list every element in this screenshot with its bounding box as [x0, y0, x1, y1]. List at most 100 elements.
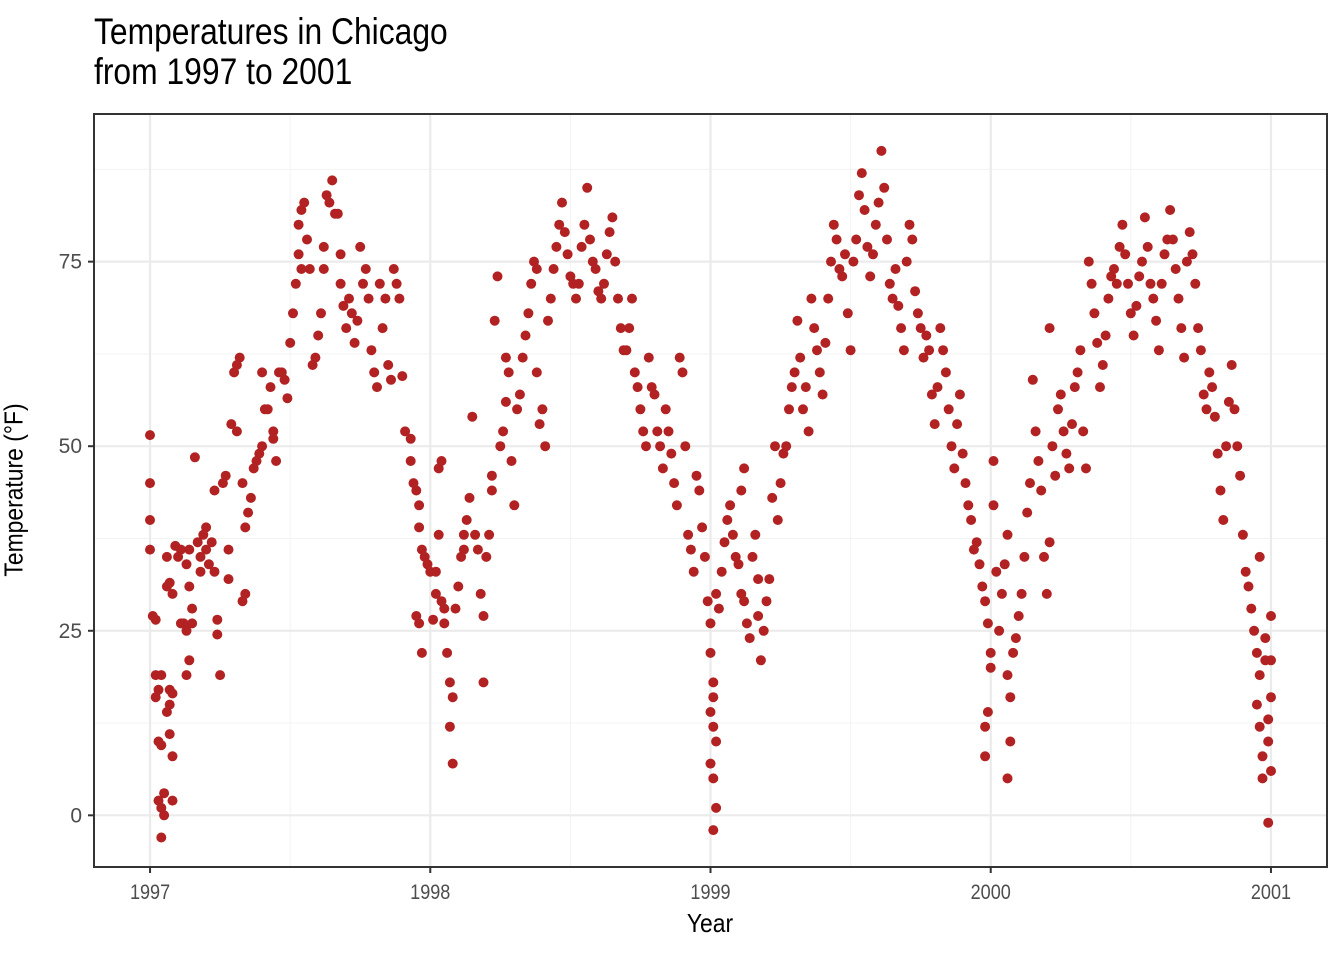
- data-point: [492, 271, 503, 282]
- data-point: [1125, 308, 1136, 319]
- data-point: [711, 802, 722, 813]
- data-point: [795, 352, 806, 363]
- data-point: [924, 345, 935, 356]
- data-points: [145, 145, 1276, 843]
- x-tick-label: 2001: [1251, 881, 1291, 905]
- data-point: [946, 441, 957, 452]
- data-point: [685, 544, 696, 555]
- data-point: [512, 404, 523, 415]
- data-point: [453, 581, 464, 592]
- data-point: [184, 655, 195, 666]
- data-point: [391, 278, 402, 289]
- data-point: [245, 492, 256, 503]
- data-point: [1235, 470, 1246, 481]
- data-point: [1215, 485, 1226, 496]
- data-point: [349, 337, 360, 348]
- data-point: [237, 478, 248, 489]
- data-point: [938, 345, 949, 356]
- data-point: [335, 278, 346, 289]
- data-point: [870, 219, 881, 230]
- data-point: [1002, 670, 1013, 681]
- data-point: [352, 315, 363, 326]
- data-point: [1086, 278, 1097, 289]
- data-point: [615, 323, 626, 334]
- data-point: [652, 426, 663, 437]
- data-point: [663, 426, 674, 437]
- data-point: [571, 293, 581, 304]
- data-point: [192, 537, 203, 548]
- data-point: [559, 227, 570, 238]
- data-point: [209, 566, 220, 577]
- y-tick-label: 0: [70, 804, 82, 827]
- data-point: [1232, 441, 1243, 452]
- data-point: [366, 345, 377, 356]
- data-point: [1044, 323, 1055, 334]
- data-point: [380, 293, 391, 304]
- data-point: [503, 367, 514, 378]
- data-point: [145, 515, 155, 525]
- data-point: [677, 367, 688, 378]
- data-point: [1103, 293, 1114, 304]
- data-point: [831, 234, 842, 245]
- data-point: [302, 234, 312, 245]
- data-point: [150, 614, 161, 625]
- data-point: [1181, 256, 1192, 267]
- data-point: [478, 677, 489, 688]
- data-point: [189, 452, 200, 463]
- data-point: [1053, 404, 1063, 415]
- data-point: [187, 603, 198, 614]
- data-point: [271, 456, 282, 466]
- data-point: [649, 389, 660, 400]
- data-point: [974, 559, 985, 570]
- data-point: [296, 264, 307, 274]
- data-point: [601, 249, 612, 260]
- data-point: [167, 751, 178, 762]
- data-point: [624, 323, 635, 334]
- data-point: [1067, 419, 1077, 430]
- y-tick-label: 50: [59, 435, 82, 458]
- data-point: [405, 456, 416, 466]
- data-point: [1061, 448, 1072, 459]
- data-point: [1117, 219, 1128, 230]
- data-point: [764, 574, 775, 585]
- data-point: [610, 256, 621, 267]
- data-point: [907, 234, 918, 245]
- data-point: [890, 264, 901, 274]
- data-point: [1156, 278, 1167, 289]
- data-point: [952, 419, 963, 430]
- data-point: [195, 551, 206, 562]
- data-point: [573, 278, 584, 289]
- data-point: [304, 264, 315, 274]
- data-point: [758, 625, 769, 636]
- data-point: [1139, 212, 1150, 223]
- data-point: [865, 271, 876, 282]
- data-point: [982, 707, 993, 717]
- data-point: [181, 670, 192, 681]
- data-point: [327, 175, 338, 186]
- data-point: [996, 588, 1007, 599]
- data-point: [954, 389, 965, 400]
- data-point: [316, 308, 326, 319]
- data-point: [1257, 773, 1268, 784]
- data-point: [775, 478, 786, 489]
- data-point: [293, 249, 304, 260]
- data-point: [318, 241, 329, 252]
- data-point: [926, 389, 937, 400]
- data-point: [164, 699, 175, 710]
- data-point: [201, 522, 212, 533]
- data-point: [226, 419, 237, 430]
- data-point: [1176, 323, 1187, 334]
- data-point: [1097, 360, 1108, 370]
- data-point: [739, 463, 750, 474]
- data-point: [599, 278, 609, 289]
- data-point: [770, 441, 780, 452]
- axis-ticks: 1997 1998 1999 2000 2001 0 25 50 75: [59, 251, 1291, 905]
- data-point: [666, 448, 677, 459]
- data-point: [1128, 330, 1139, 341]
- data-point: [159, 810, 170, 821]
- data-point: [486, 470, 497, 481]
- data-point: [708, 825, 719, 836]
- data-point: [1022, 507, 1033, 518]
- data-point: [803, 426, 814, 437]
- data-point: [506, 456, 517, 466]
